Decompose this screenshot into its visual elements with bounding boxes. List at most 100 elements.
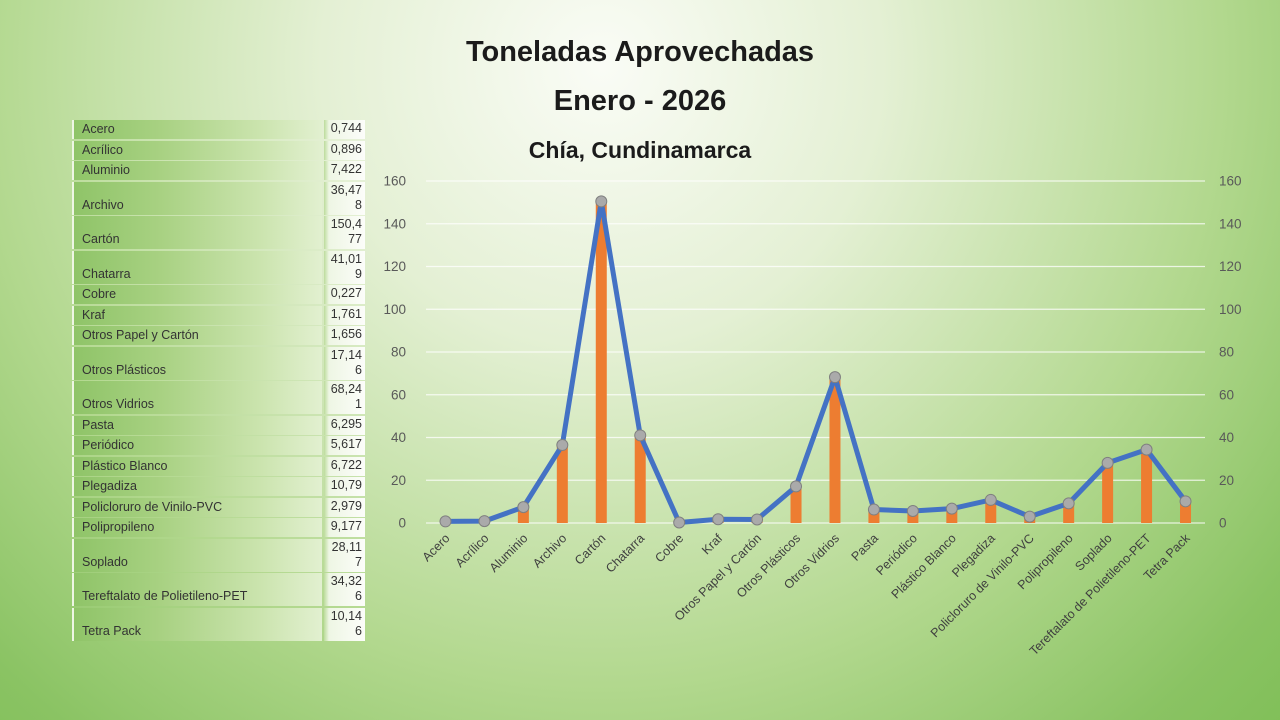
materials-table: Acero 0,744 Acrílico 0,896 Aluminio 7,422 Arch…	[72, 120, 365, 641]
y-axis-label-left: 40	[391, 430, 406, 445]
material-value: 0,744	[324, 120, 365, 139]
table-row: Polipropileno 9,177	[72, 518, 365, 537]
bar	[595, 201, 607, 523]
material-label: Pasta	[72, 415, 322, 435]
y-axis-label-left: 140	[383, 216, 406, 231]
bar	[556, 445, 568, 523]
x-axis-label: Aluminio	[487, 531, 531, 575]
x-axis-label: Chatarra	[603, 531, 647, 575]
data-point-marker	[751, 513, 764, 526]
bar	[790, 486, 802, 523]
y-axis-label-right: 0	[1219, 516, 1227, 531]
y-axis-label-right: 100	[1219, 302, 1242, 317]
material-label: Acrílico	[72, 140, 322, 160]
data-point-marker	[1179, 495, 1192, 508]
line-series	[442, 198, 1189, 526]
y-axis-label-left: 0	[398, 516, 406, 531]
table-row: Acero 0,744	[72, 120, 365, 139]
material-value: 9,177	[324, 518, 365, 537]
data-point-marker	[1062, 497, 1075, 510]
data-point-marker	[984, 493, 997, 506]
y-axis-label-right: 140	[1219, 216, 1242, 231]
material-value: 5,617	[324, 436, 365, 455]
data-point-marker	[945, 502, 958, 515]
bar	[907, 510, 919, 523]
data-point-marker	[439, 515, 452, 528]
y-axis-label-left: 160	[383, 174, 406, 189]
material-label: Chatarra	[72, 250, 322, 284]
data-point-marker	[595, 195, 608, 208]
chart-subtitle: Chía, Cundinamarca	[528, 137, 752, 163]
bar	[985, 499, 997, 523]
y-axis-label-right: 40	[1219, 430, 1234, 445]
table-row: Archivo 36,478	[72, 181, 365, 215]
material-label: Otros Plásticos	[72, 346, 322, 380]
bar	[1141, 449, 1153, 523]
bar	[1063, 503, 1075, 523]
chart-title-block: Toneladas Aprovechadas Enero - 2026 Chía…	[340, 28, 940, 168]
material-value: 1,761	[324, 305, 365, 325]
y-axis-label-right: 60	[1219, 387, 1234, 402]
table-row: Kraf 1,761	[72, 305, 365, 325]
material-label: Kraf	[72, 305, 322, 325]
material-value: 150,477	[324, 216, 365, 249]
material-label: Tetra Pack	[72, 607, 322, 641]
y-axis-label-left: 80	[391, 345, 406, 360]
data-point-marker	[673, 516, 686, 529]
combo-chart-svg: 0 0 20 20 40 40 60 60 80 80 100 100 120 120 140 140 160 1…	[383, 174, 1242, 659]
x-axis-label: Kraf	[699, 531, 725, 557]
y-axis-label-right: 160	[1219, 174, 1242, 189]
bar	[946, 508, 958, 523]
table-row: Chatarra 41,019	[72, 250, 365, 284]
material-label: Aluminio	[72, 161, 322, 180]
table-row: Pasta 6,295	[72, 415, 365, 435]
material-value: 0,227	[324, 285, 365, 304]
material-label: Soplado	[72, 538, 322, 572]
material-value: 10,146	[324, 607, 365, 641]
material-value: 17,146	[324, 346, 365, 380]
bar	[1102, 462, 1114, 523]
table-row: Periódico 5,617	[72, 436, 365, 455]
material-value: 41,019	[324, 250, 365, 284]
material-value: 6,722	[324, 456, 365, 476]
x-axis-label: Archivo	[530, 531, 569, 570]
material-label: Acero	[72, 120, 322, 139]
data-point-marker	[906, 504, 919, 517]
bar	[868, 509, 880, 523]
combo-chart: 0 0 20 20 40 40 60 60 80 80 100 100 120 120 140 140 160 1…	[370, 160, 1280, 720]
data-point-marker	[790, 480, 803, 493]
x-axis-label: Acrílico	[453, 531, 492, 570]
data-point-marker	[828, 371, 841, 384]
data-point-marker	[867, 503, 880, 516]
x-axis-label: Cartón	[572, 531, 608, 567]
y-axis-label-left: 20	[391, 473, 406, 488]
table-row: Cobre 0,227	[72, 285, 365, 304]
data-point-marker	[634, 429, 647, 442]
bar	[517, 507, 529, 523]
material-value: 36,478	[324, 181, 365, 215]
material-label: Otros Papel y Cartón	[72, 326, 322, 345]
data-point-marker	[1101, 456, 1114, 469]
table-row: Plástico Blanco 6,722	[72, 456, 365, 476]
table-row: Otros Vidrios 68,241	[72, 381, 365, 414]
material-label: Otros Vidrios	[72, 381, 322, 414]
y-axis-label-right: 20	[1219, 473, 1234, 488]
table-row: Tetra Pack 10,146	[72, 607, 365, 641]
bar	[829, 377, 841, 523]
table-row: Tereftalato de Polietileno-PET 34,326	[72, 573, 365, 606]
data-point-marker	[1023, 510, 1036, 523]
data-point-marker	[556, 439, 569, 452]
data-point-marker	[1140, 443, 1153, 456]
material-value: 6,295	[324, 415, 365, 435]
bar	[634, 435, 646, 523]
material-label: Cobre	[72, 285, 322, 304]
material-value: 68,241	[324, 381, 365, 414]
material-label: Cartón	[72, 216, 322, 249]
table-row: Otros Papel y Cartón 1,656	[72, 326, 365, 345]
table-row: Aluminio 7,422	[72, 161, 365, 180]
material-value: 34,326	[324, 573, 365, 606]
material-value: 7,422	[324, 161, 365, 180]
x-axis-label: Acero	[420, 531, 453, 564]
table-row: Plegadiza 10,79	[72, 477, 365, 496]
